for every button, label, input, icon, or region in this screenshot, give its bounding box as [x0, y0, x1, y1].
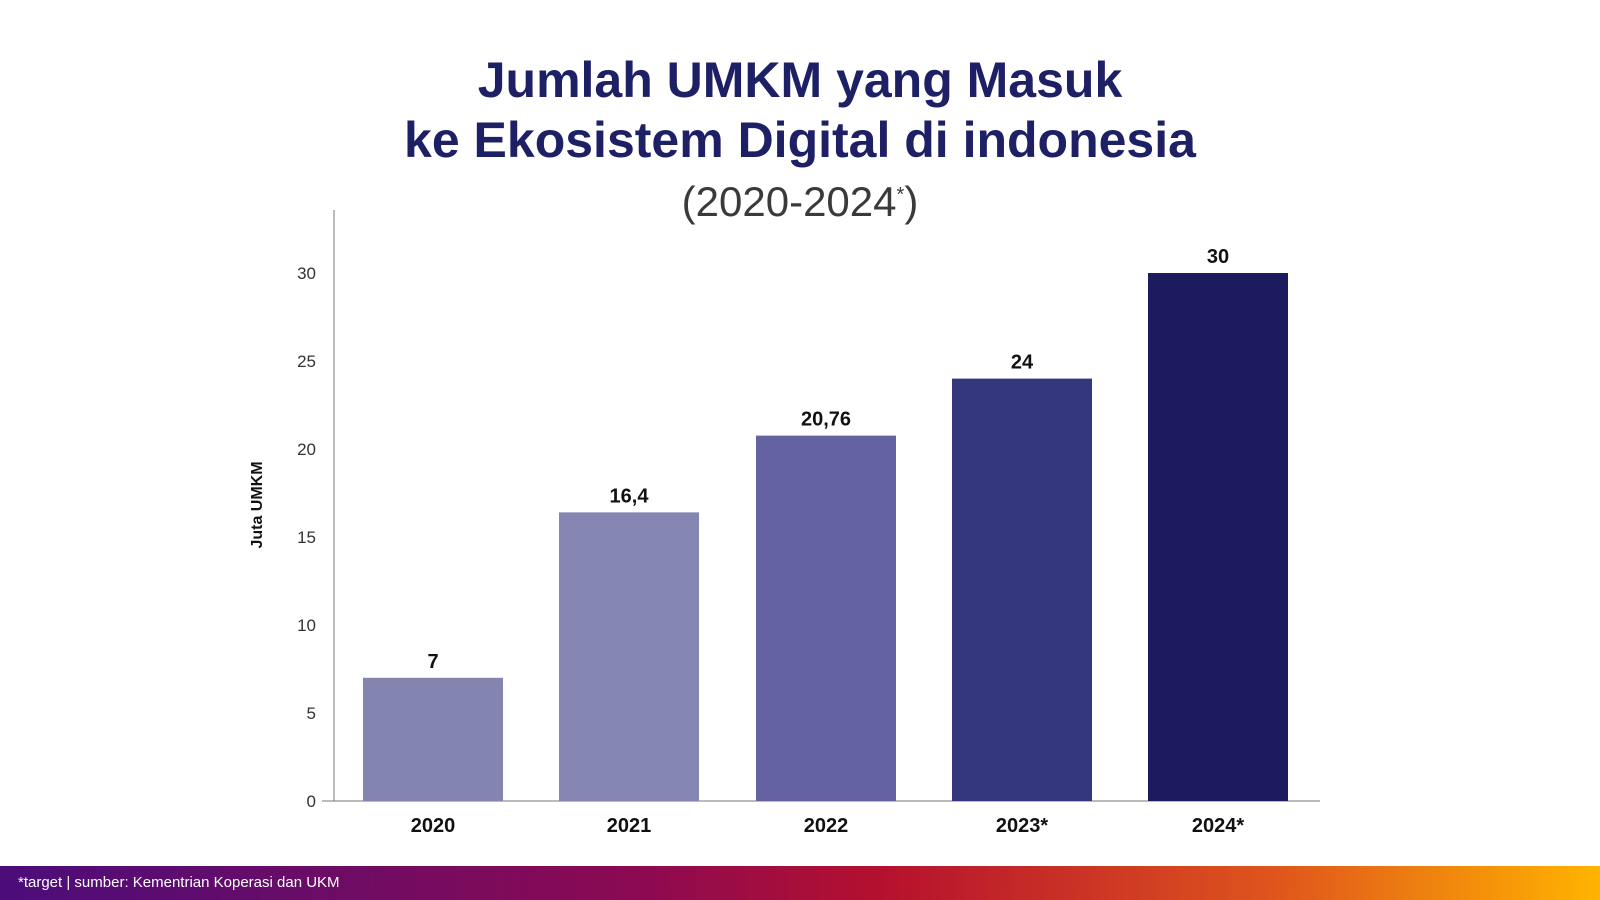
y-axis-label: Juta UMKM: [249, 461, 266, 548]
bar-2024: [1148, 273, 1288, 801]
y-tick-label: 15: [297, 528, 316, 547]
bar-value-label: 30: [1207, 246, 1229, 268]
x-tick-label: 2020: [411, 815, 456, 837]
y-tick-label: 5: [307, 704, 316, 723]
x-tick-label: 2024*: [1192, 815, 1244, 837]
footer-source: *target | sumber: Kementrian Koperasi da…: [18, 874, 340, 891]
subtitle-years: (2020-2024: [681, 178, 897, 225]
chart-title: Jumlah UMKM yang Masuk ke Ekosistem Digi…: [0, 50, 1600, 170]
x-tick-label: 2022: [804, 815, 849, 837]
bar-value-label: 16,4: [610, 485, 650, 507]
chart-subtitle: (2020-2024*): [0, 178, 1600, 226]
bar-2021: [559, 512, 699, 801]
y-tick-label: 10: [297, 616, 316, 635]
bar-2023: [952, 378, 1092, 801]
bar-value-label: 20,76: [801, 409, 851, 431]
chart-title-line-1: Jumlah UMKM yang Masuk: [477, 52, 1123, 108]
bar-value-label: 24: [1011, 352, 1034, 374]
x-tick-label: 2021: [607, 815, 652, 837]
y-tick-label: 20: [297, 440, 316, 459]
subtitle-asterisk: *: [896, 184, 905, 206]
chart-title-line-2: ke Ekosistem Digital di indonesia: [404, 112, 1196, 168]
x-tick-label: 2023*: [996, 815, 1048, 837]
subtitle-close: ): [904, 178, 919, 225]
bar-chart: 0 5 10 15 20 25 30 Juta UMKM 7 2020 16,4 2021 20,76 2…: [249, 210, 1320, 837]
y-tick-label: 25: [297, 352, 316, 371]
bar-2020: [363, 677, 503, 801]
footer-bar: *target | sumber: Kementrian Koperasi da…: [0, 866, 1600, 900]
y-tick-label: 0: [307, 792, 316, 811]
y-tick-label: 30: [297, 264, 316, 283]
bar-2022: [756, 435, 896, 801]
bar-value-label: 7: [427, 651, 438, 673]
